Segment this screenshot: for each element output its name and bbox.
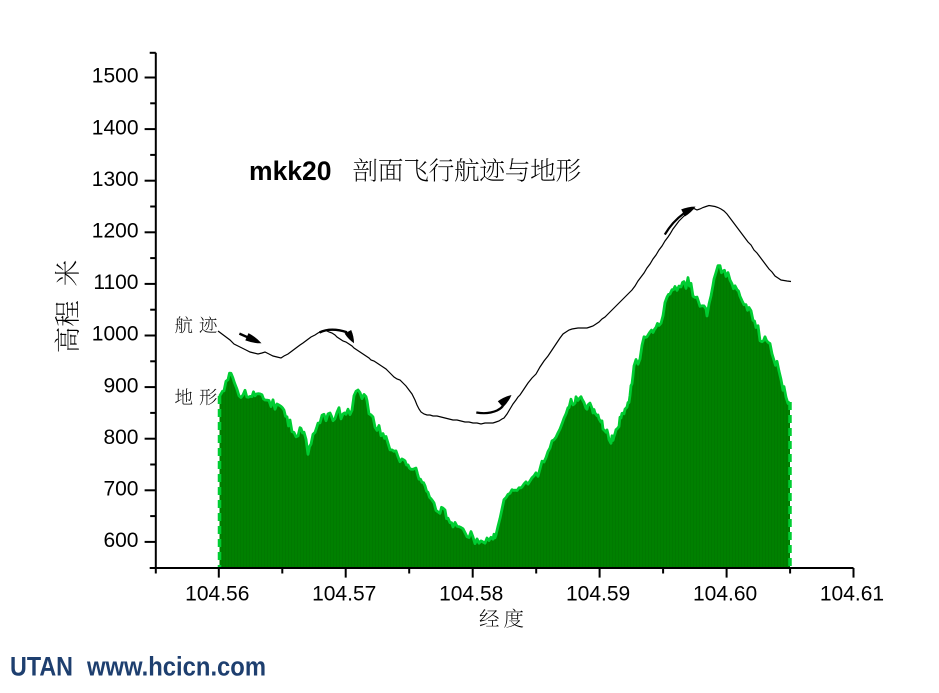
svg-text:104.60: 104.60 <box>693 583 757 606</box>
svg-text:1200: 1200 <box>92 220 139 243</box>
svg-text:1400: 1400 <box>92 116 139 139</box>
svg-text:900: 900 <box>103 374 138 397</box>
svg-text:1500: 1500 <box>92 65 139 88</box>
svg-text:UTAN: UTAN <box>10 652 73 682</box>
svg-text:600: 600 <box>103 529 138 552</box>
svg-text:1300: 1300 <box>92 168 139 191</box>
svg-text:104.58: 104.58 <box>439 583 503 606</box>
svg-text:104.57: 104.57 <box>312 583 376 606</box>
svg-text:mkk20: mkk20 <box>249 156 332 186</box>
svg-text:1100: 1100 <box>93 271 138 294</box>
svg-text:104.61: 104.61 <box>820 583 884 606</box>
svg-text:800: 800 <box>103 426 138 449</box>
svg-text:1000: 1000 <box>92 323 139 346</box>
svg-text:104.59: 104.59 <box>566 583 630 606</box>
svg-text:700: 700 <box>103 478 138 501</box>
svg-text:104.56: 104.56 <box>185 583 249 606</box>
svg-text:www.hcicn.com: www.hcicn.com <box>86 652 266 682</box>
